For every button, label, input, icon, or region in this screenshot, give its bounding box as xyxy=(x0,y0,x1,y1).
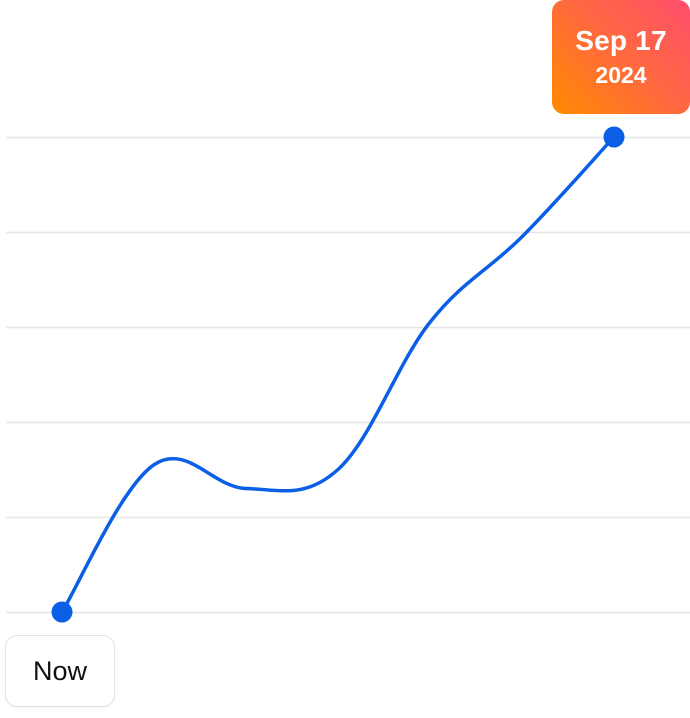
endpoint-markers xyxy=(51,126,625,623)
end-date-label: Sep 17 xyxy=(575,25,667,56)
start-chip[interactable]: Now xyxy=(5,635,115,707)
end-date-badge: Sep 17 2024 xyxy=(552,0,690,114)
end-year-label: 2024 xyxy=(595,62,647,88)
start-label: Now xyxy=(32,655,87,686)
gridlines xyxy=(6,136,690,614)
start-point xyxy=(51,601,73,623)
end-point xyxy=(603,126,625,148)
series-line xyxy=(60,135,616,614)
